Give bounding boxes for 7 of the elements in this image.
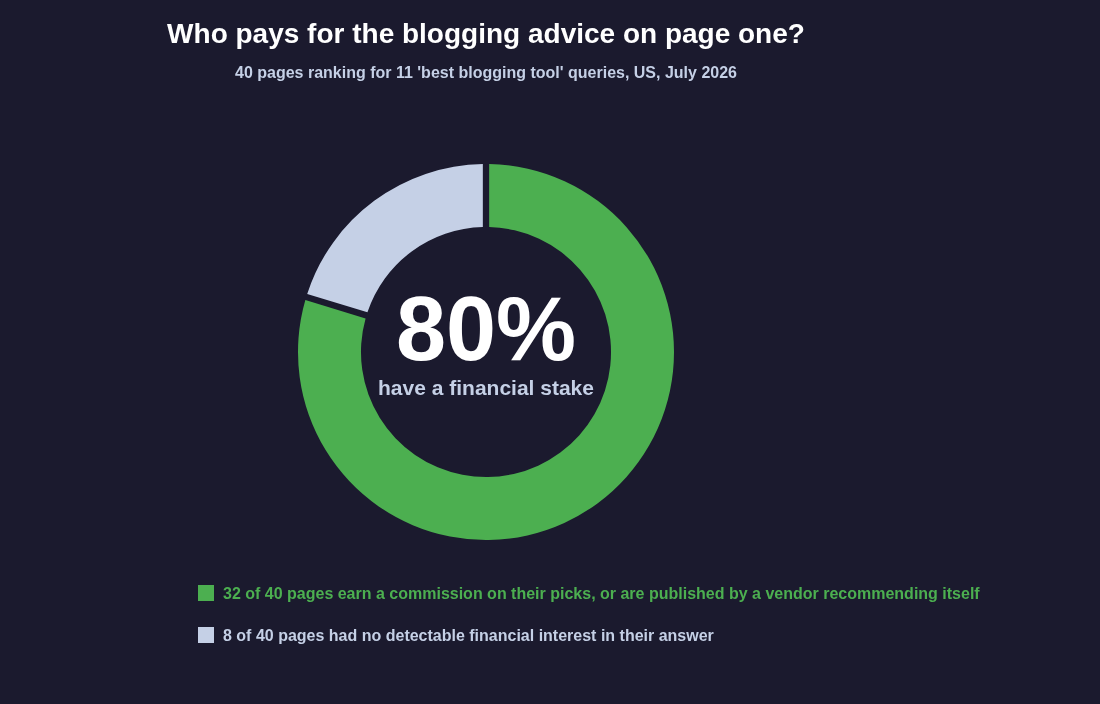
chart-subtitle: 40 pages ranking for 11 'best blogging tool' queries, US, July 2026 [235, 63, 738, 81]
text: have a financial stake [378, 376, 594, 400]
legend-label: 8 of 40 pages had no detectable financial interest in their answer [223, 626, 714, 644]
donut-slice [298, 164, 674, 540]
text: 80% [395, 279, 577, 379]
legend-label: 32 of 40 pages earn a commission on their picks, or are published by a vendor recommending itself [223, 584, 981, 602]
chart-title: Who pays for the blogging advice on page one? [167, 17, 805, 49]
